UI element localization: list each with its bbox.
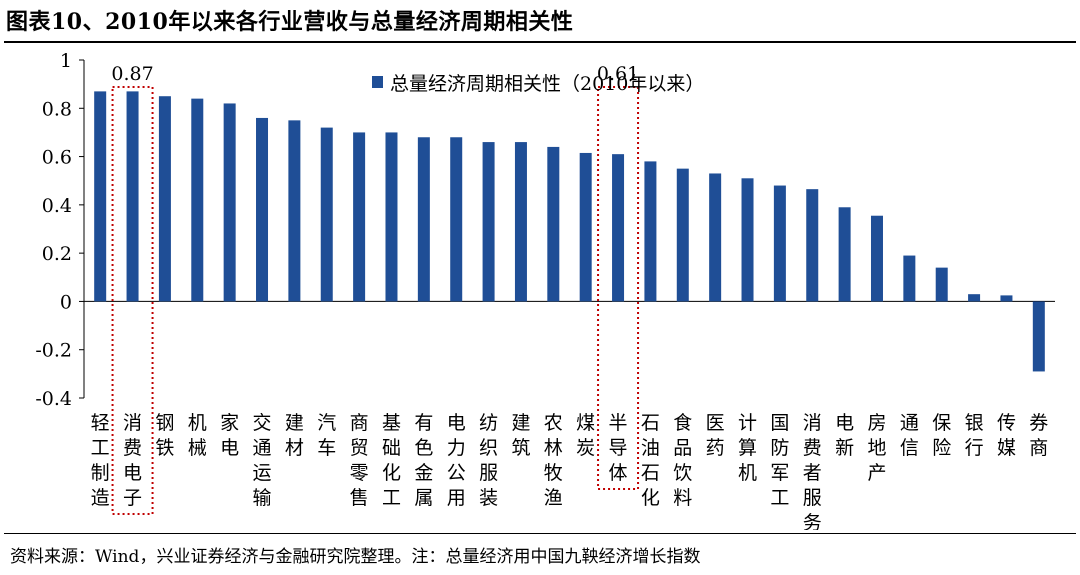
- category-label-农林牧渔: 农林牧渔: [544, 412, 563, 509]
- y-tick-label: 0: [60, 291, 72, 313]
- y-tick-label: -0.2: [35, 340, 72, 362]
- category-label-建材: 建材: [285, 412, 304, 459]
- category-label-传媒: 传媒: [997, 412, 1016, 459]
- bar-通信: [903, 255, 916, 302]
- category-label-通信: 通信: [900, 412, 919, 459]
- bar-券商: [1032, 301, 1045, 372]
- annotation-value-半导体: 0.61: [597, 63, 639, 85]
- bar-农林牧渔: [547, 146, 560, 302]
- y-tick-label: 0.6: [42, 147, 72, 169]
- bar-机械: [191, 98, 204, 302]
- category-label-券商: 券商: [1029, 412, 1048, 459]
- bar-轻工制造: [94, 91, 107, 302]
- category-label-交通运输: 交通运输: [253, 412, 272, 509]
- bar-chart: 1 0.8 0.6 0.4 0.2 0 -0.2 -0.4 轻工制造消费电子钢铁机械家电交通运输…: [35, 50, 1055, 530]
- category-label-钢铁: 钢铁: [155, 412, 174, 459]
- category-label-医药: 医药: [706, 412, 725, 459]
- legend-label: 总量经济周期相关性（2010年以来）: [390, 73, 704, 95]
- y-tick-label: -0.4: [35, 388, 72, 410]
- category-label-机械: 机械: [188, 412, 207, 459]
- category-label-建筑: 建筑: [511, 412, 530, 459]
- category-label-消费电子: 消费电子: [123, 412, 142, 509]
- bar-电新: [838, 207, 851, 302]
- category-label-计算机: 计算机: [738, 412, 757, 484]
- y-tick-label: 0.4: [42, 195, 72, 217]
- legend-swatch: [372, 76, 383, 88]
- bar-计算机: [741, 178, 754, 302]
- category-label-保险: 保险: [932, 412, 951, 459]
- category-label-国防军工: 国防军工: [770, 412, 789, 509]
- category-label-石油石化: 石油石化: [641, 412, 660, 509]
- y-tick-label: 1: [60, 50, 72, 72]
- bar-基础化工: [385, 132, 398, 302]
- bar-消费者服务: [806, 189, 819, 302]
- bar-有色金属: [417, 137, 430, 302]
- category-label-基础化工: 基础化工: [382, 412, 401, 509]
- highlight-box-半导体: [597, 86, 640, 490]
- bar-消费电子: [126, 91, 139, 302]
- bar-商贸零售: [353, 132, 366, 302]
- bar-纺织服装: [482, 142, 495, 302]
- category-label-汽车: 汽车: [317, 412, 336, 459]
- bar-煤炭: [579, 152, 592, 302]
- category-label-半导体: 半导体: [609, 412, 628, 484]
- y-tick-label: 0.2: [42, 243, 72, 265]
- category-label-纺织服装: 纺织服装: [479, 412, 498, 509]
- bar-保险: [935, 267, 948, 302]
- category-label-轻工制造: 轻工制造: [91, 412, 110, 509]
- bar-汽车: [320, 127, 333, 302]
- footer-rule: [4, 533, 1076, 534]
- category-label-有色金属: 有色金属: [414, 412, 433, 509]
- bar-建筑: [514, 142, 527, 302]
- bar-食品饮料: [676, 168, 689, 302]
- annotation-value-消费电子: 0.87: [111, 63, 153, 85]
- highlight-box-消费电子: [111, 86, 154, 515]
- bar-传媒: [1000, 295, 1013, 302]
- bar-建材: [288, 120, 301, 302]
- bar-房地产: [870, 215, 883, 302]
- source-note: 资料来源：Wind，兴业证券经济与金融研究院整理。注：总量经济用中国九鞅经济增长…: [10, 547, 701, 567]
- category-label-家电: 家电: [220, 412, 239, 459]
- category-label-银行: 银行: [965, 412, 984, 459]
- chart-figure-title: 图表10、2010年以来各行业营收与总量经济周期相关性: [6, 9, 574, 35]
- category-label-煤炭: 煤炭: [576, 412, 595, 459]
- bar-电力公用: [450, 137, 463, 302]
- bar-国防军工: [773, 185, 786, 302]
- y-tick-label: 0.8: [42, 98, 72, 120]
- bar-医药: [709, 173, 722, 302]
- category-label-消费者服务: 消费者服务: [803, 412, 822, 530]
- bar-家电: [223, 103, 236, 302]
- category-label-食品饮料: 食品饮料: [673, 412, 692, 509]
- bar-银行: [968, 294, 981, 302]
- title-rule: [4, 41, 1076, 43]
- bar-半导体: [612, 154, 625, 302]
- bar-石油石化: [644, 161, 657, 302]
- category-label-电新: 电新: [835, 412, 854, 459]
- bar-钢铁: [158, 96, 171, 302]
- bar-交通运输: [256, 117, 269, 302]
- category-label-电力公用: 电力公用: [447, 412, 466, 509]
- category-label-房地产: 房地产: [867, 412, 886, 484]
- category-label-商贸零售: 商贸零售: [350, 412, 369, 509]
